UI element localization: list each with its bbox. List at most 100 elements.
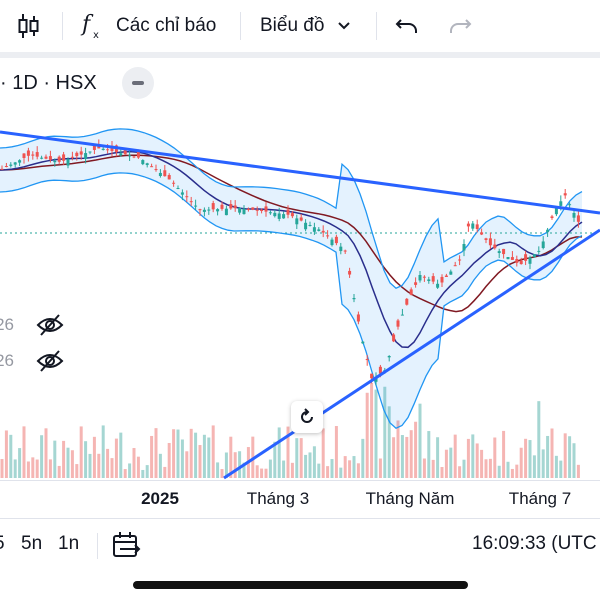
candle: [326, 230, 330, 239]
volume-bar: [106, 448, 110, 478]
volume-bar: [13, 459, 17, 478]
candle: [255, 206, 259, 216]
candle: [233, 200, 237, 212]
collapse-legend-button[interactable]: [122, 67, 154, 99]
candle: [189, 196, 193, 206]
candle: [229, 200, 233, 210]
candle: [528, 255, 532, 270]
candle: [462, 239, 466, 257]
candle: [0, 165, 4, 170]
chart-menu-label: Biểu đồ: [260, 15, 325, 36]
volume-bar: [422, 458, 426, 478]
volume-bar: [4, 430, 8, 478]
candle: [128, 150, 132, 161]
candle: [202, 207, 206, 217]
candle: [422, 275, 426, 282]
volume-bar: [35, 459, 39, 478]
candle: [466, 221, 470, 232]
candle: [334, 234, 338, 246]
volume-bar: [532, 455, 536, 478]
volume-bar: [202, 434, 206, 478]
moving-average-slow: [0, 154, 583, 313]
volume-bar: [114, 438, 118, 478]
volume-bar: [466, 438, 470, 478]
candle: [268, 210, 272, 215]
volume-bar: [378, 458, 382, 478]
candle: [220, 201, 224, 211]
volume-bar: [295, 438, 299, 478]
candle: [488, 232, 492, 250]
range-button-5n[interactable]: 5n: [21, 533, 43, 554]
time-axis[interactable]: 2025 Tháng 3 Tháng Năm Tháng 7: [0, 480, 600, 519]
candle: [88, 151, 92, 155]
volume-bar: [150, 435, 154, 478]
volume-bar: [66, 447, 70, 478]
volume-bar: [40, 435, 44, 478]
volume-bar: [260, 468, 264, 478]
volume-bar: [75, 464, 79, 478]
candle: [392, 333, 396, 343]
indicator-row[interactable]: 26: [0, 311, 14, 339]
volume-bar: [26, 461, 30, 478]
candle: [361, 341, 365, 344]
reset-chart-button[interactable]: [291, 401, 323, 433]
support-trendline[interactable]: [223, 228, 600, 480]
volume-bar: [576, 464, 580, 478]
volume-bar: [559, 460, 563, 478]
indicator-value: 26: [0, 351, 14, 370]
home-indicator: [133, 581, 468, 589]
volume-bar: [330, 459, 334, 478]
chart-type-button[interactable]: [18, 0, 40, 52]
candle: [224, 205, 228, 216]
volume-bar: [528, 440, 532, 478]
volume-bar: [211, 425, 215, 478]
price-chart[interactable]: [0, 100, 600, 480]
go-to-date-icon[interactable]: [112, 531, 142, 559]
eye-hidden-icon[interactable]: [36, 349, 64, 373]
clock-timezone[interactable]: 16:09:33 (UTC: [472, 533, 597, 554]
candle: [198, 208, 202, 216]
volume-bar: [290, 462, 294, 478]
indicator-row[interactable]: 26: [0, 347, 14, 375]
resistance-trendline[interactable]: [0, 130, 600, 215]
volume-bar: [299, 438, 303, 478]
candle: [339, 242, 343, 255]
volume-bar: [110, 458, 114, 478]
volume-bar: [537, 401, 541, 478]
function-icon: f x: [80, 12, 99, 41]
candle: [436, 279, 440, 289]
candle: [387, 355, 391, 362]
chevron-down-icon: [338, 22, 351, 30]
volume-bar: [418, 403, 422, 478]
volume-bar: [136, 456, 140, 478]
volume-bar: [453, 434, 457, 478]
eye-hidden-icon[interactable]: [36, 313, 64, 337]
candle: [414, 277, 418, 288]
time-axis-label: 2025: [141, 489, 179, 508]
redo-button[interactable]: [448, 0, 472, 52]
moving-average-fast: [0, 151, 583, 349]
candle: [207, 206, 211, 215]
range-button-1n[interactable]: 1n: [58, 533, 80, 554]
candle: [317, 227, 321, 232]
volume-bar: [44, 428, 48, 478]
undo-button[interactable]: [395, 0, 419, 52]
candle: [57, 155, 61, 165]
volume-bar: [233, 452, 237, 478]
chart-menu-button[interactable]: Biểu đồ: [260, 0, 352, 52]
volume-bar: [568, 436, 572, 478]
volume-bar: [273, 441, 277, 478]
range-button-partial[interactable]: 5: [0, 533, 5, 555]
toolbar-divider-band: [0, 52, 600, 58]
indicators-button[interactable]: f x Các chỉ báo: [80, 0, 216, 52]
candle: [458, 255, 462, 266]
symbol-header[interactable]: · 1D · HSX: [0, 66, 97, 100]
candle: [150, 163, 154, 168]
candle: [246, 207, 250, 212]
volume-bar: [123, 469, 127, 478]
volume-bar: [493, 437, 497, 478]
time-axis-label: Tháng 3: [246, 489, 310, 508]
candle: [537, 246, 541, 255]
volume-bar: [264, 468, 268, 478]
volume-bar: [444, 449, 448, 478]
